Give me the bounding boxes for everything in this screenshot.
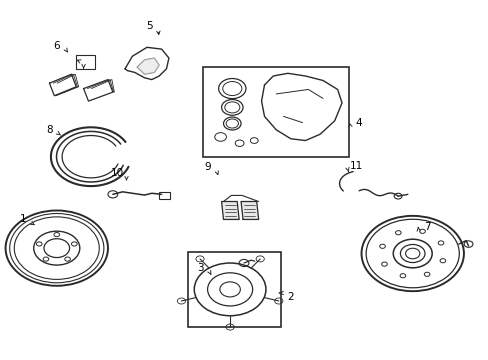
Bar: [76, 55, 95, 69]
Text: 9: 9: [204, 162, 211, 172]
Text: 8: 8: [46, 125, 53, 135]
Text: 6: 6: [53, 41, 60, 50]
Polygon shape: [261, 73, 341, 140]
Text: 5: 5: [146, 21, 152, 31]
Text: 11: 11: [349, 161, 363, 171]
Bar: [203, 67, 348, 157]
Polygon shape: [49, 74, 76, 96]
Text: 10: 10: [111, 168, 124, 178]
Polygon shape: [125, 47, 168, 80]
Polygon shape: [241, 202, 258, 220]
Text: 4: 4: [355, 118, 362, 128]
Bar: [159, 192, 169, 199]
Text: 2: 2: [287, 292, 294, 302]
Text: 7: 7: [423, 222, 430, 231]
Polygon shape: [221, 202, 239, 220]
Bar: [188, 252, 281, 327]
Text: 1: 1: [20, 215, 26, 224]
Polygon shape: [137, 58, 159, 74]
Text: 3: 3: [197, 263, 203, 273]
Polygon shape: [83, 80, 113, 101]
